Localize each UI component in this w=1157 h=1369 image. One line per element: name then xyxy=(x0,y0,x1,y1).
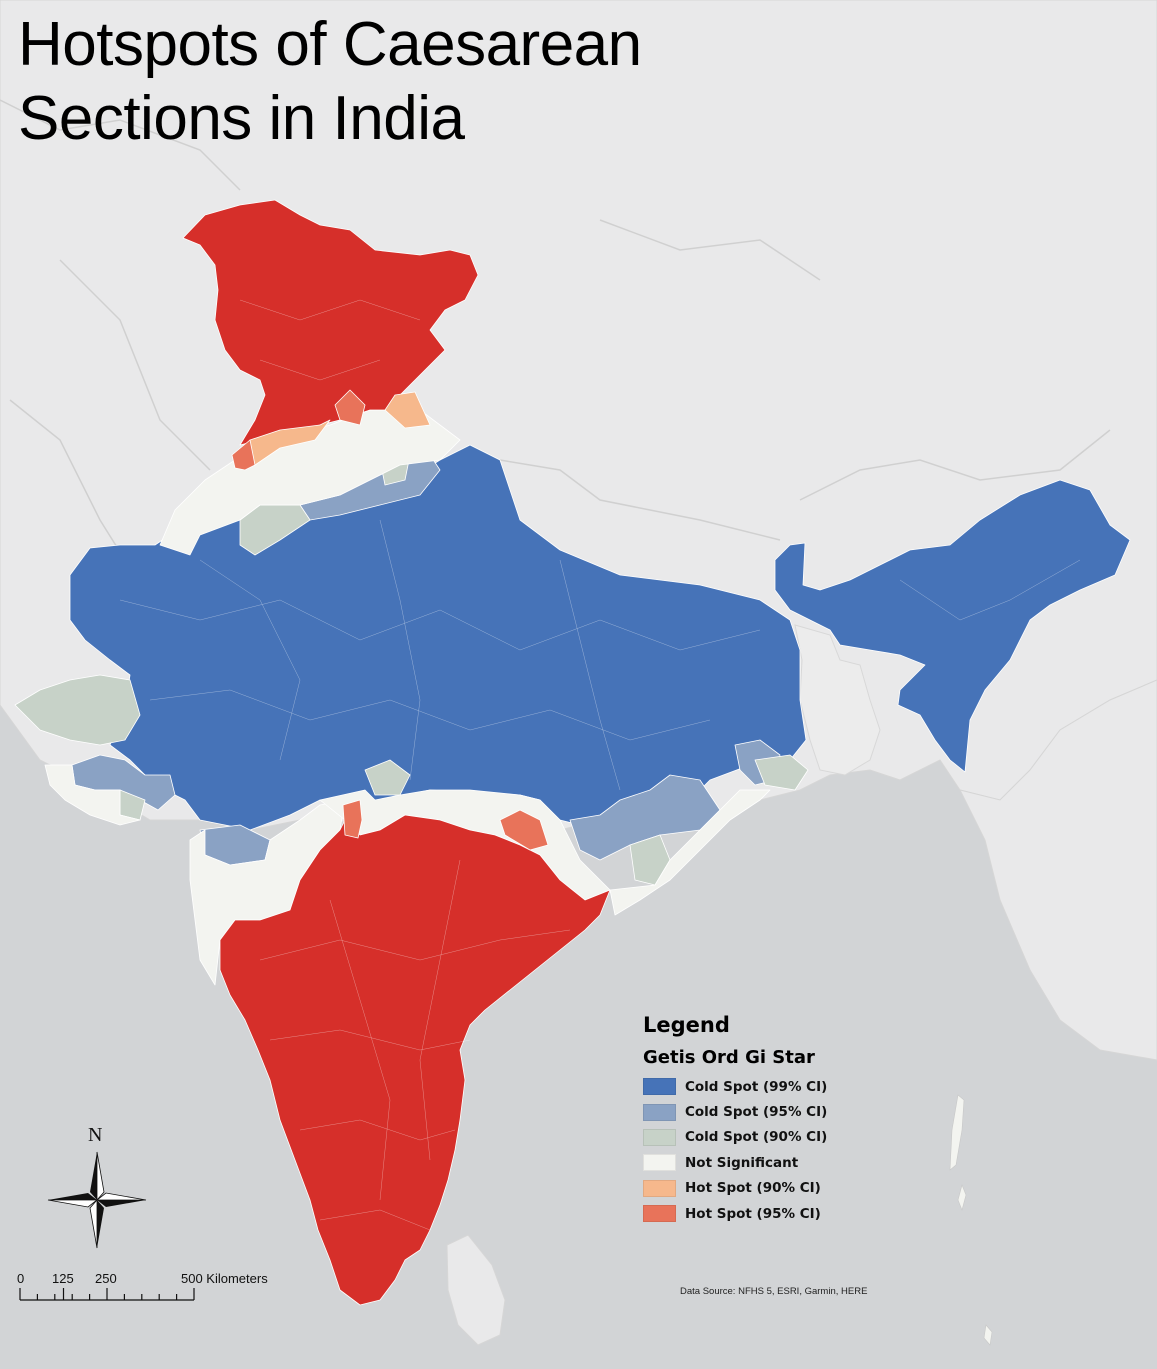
legend: Legend Getis Ord Gi Star Cold Spot (99% … xyxy=(643,1013,903,1226)
legend-swatch-cold-99 xyxy=(643,1078,676,1096)
region-cold-99-northeast xyxy=(774,479,1131,773)
region-cold-90-central xyxy=(364,759,411,796)
map-title-line-1: Hotspots of Caesarean xyxy=(18,10,642,79)
legend-swatch-not-significant xyxy=(643,1154,676,1172)
legend-item-hot-95: Hot Spot (95% CI) xyxy=(643,1201,903,1226)
andaman-islands xyxy=(949,1094,993,1346)
district-boundaries xyxy=(119,299,1081,1231)
legend-swatch-cold-95 xyxy=(643,1103,676,1121)
legend-swatch-cold-90 xyxy=(643,1128,676,1146)
region-not-significant-gujarat xyxy=(44,764,141,826)
north-arrow-icon xyxy=(47,1151,147,1249)
scale-bar xyxy=(19,1288,195,1301)
legend-label-cold-95: Cold Spot (95% CI) xyxy=(685,1104,828,1121)
legend-heading: Legend xyxy=(643,1013,730,1037)
scale-label-125: 125 xyxy=(52,1271,74,1286)
legend-item-cold-95: Cold Spot (95% CI) xyxy=(643,1099,903,1124)
north-label: N xyxy=(88,1124,103,1146)
scale-label-0: 0 xyxy=(17,1271,25,1286)
legend-item-not-significant: Not Significant xyxy=(643,1150,903,1175)
region-not-significant-east xyxy=(609,789,771,916)
india-regions xyxy=(14,199,1131,1306)
region-not-significant-north xyxy=(159,409,461,556)
sri-lanka xyxy=(446,1234,506,1346)
region-hot-90-himachal xyxy=(384,391,431,429)
region-hot-95-central xyxy=(342,799,363,839)
legend-item-cold-99: Cold Spot (99% CI) xyxy=(643,1074,903,1099)
scale-label-250: 250 xyxy=(95,1271,117,1286)
legend-swatch-hot-95 xyxy=(643,1205,676,1223)
international-borders xyxy=(0,99,1111,601)
legend-item-cold-90: Cold Spot (90% CI) xyxy=(643,1125,903,1150)
region-hot-95-east xyxy=(499,809,549,851)
region-cold-90-bengal xyxy=(754,754,809,791)
data-source-note: Data Source: NFHS 5, ESRI, Garmin, HERE xyxy=(680,1286,868,1297)
map-title: Hotspots of Caesarean Sections in India xyxy=(18,8,642,156)
region-cold-90-kutch xyxy=(14,674,141,746)
legend-label-cold-90: Cold Spot (90% CI) xyxy=(685,1129,828,1146)
legend-label-not-significant: Not Significant xyxy=(685,1154,799,1171)
map-title-line-2: Sections in India xyxy=(18,84,465,153)
legend-swatch-hot-90 xyxy=(643,1179,676,1197)
legend-label-hot-90: Hot Spot (90% CI) xyxy=(685,1180,821,1197)
legend-subheading: Getis Ord Gi Star xyxy=(643,1047,815,1068)
scale-label-500: 500 Kilometers xyxy=(181,1271,268,1286)
legend-item-hot-90: Hot Spot (90% CI) xyxy=(643,1176,903,1201)
region-hot-95-north xyxy=(334,389,366,426)
myanmar-coast xyxy=(959,679,1157,1061)
region-hot-99-south xyxy=(219,814,611,1306)
region-hot-95-punjab xyxy=(231,439,256,471)
legend-label-hot-95: Hot Spot (95% CI) xyxy=(685,1205,821,1222)
legend-label-cold-99: Cold Spot (99% CI) xyxy=(685,1078,828,1095)
